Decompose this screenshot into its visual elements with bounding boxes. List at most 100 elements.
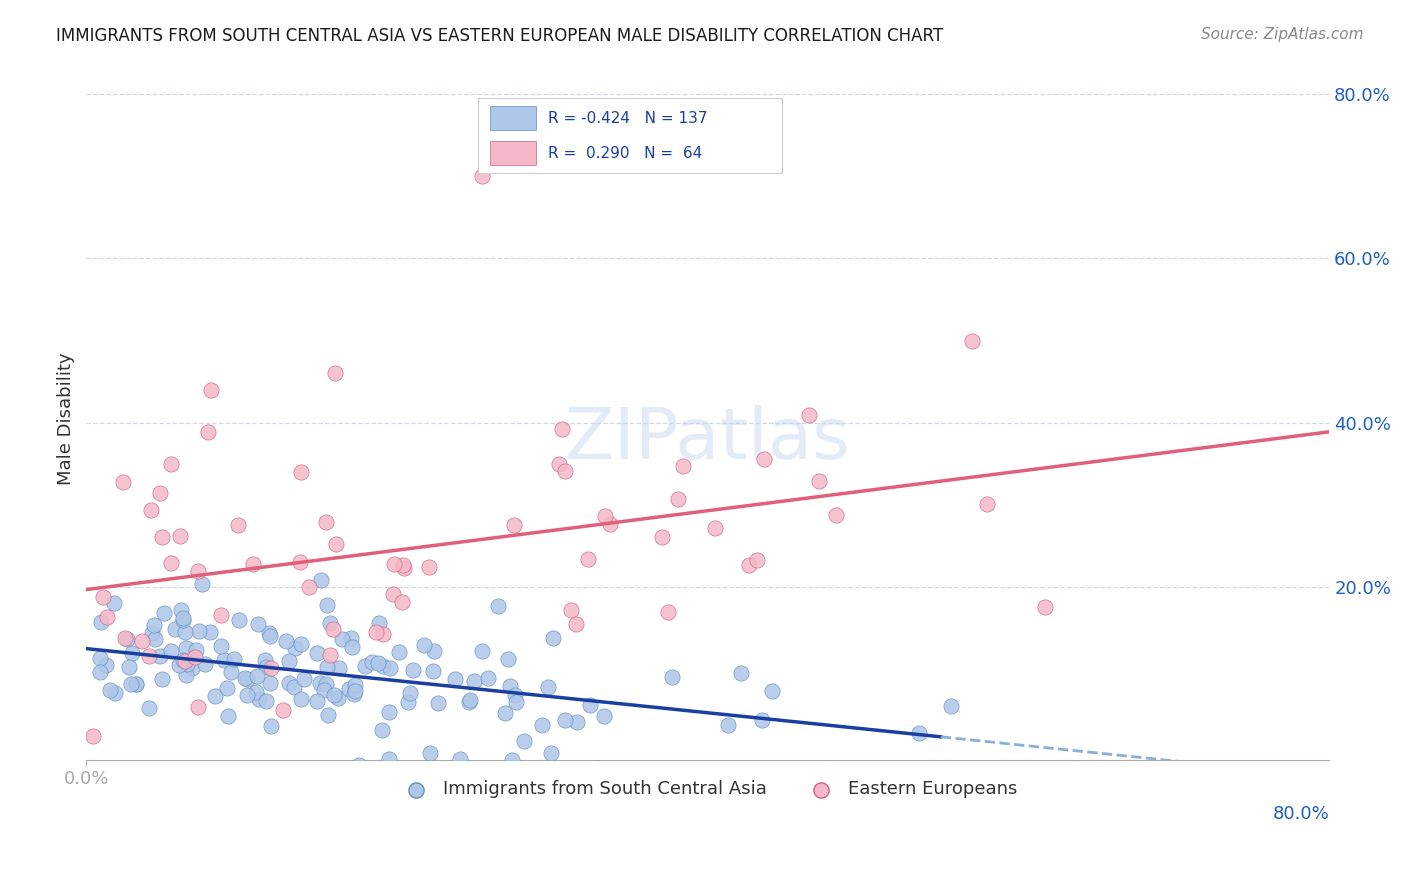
Text: ZIPatlas: ZIPatlas (565, 405, 851, 474)
Point (160, 557, 183, 571)
Point (245, 685, 267, 699)
Point (398, 686, 420, 700)
Point (187, 699, 209, 714)
Point (277, 675, 299, 690)
Point (150, 530, 173, 544)
Point (292, 672, 315, 686)
Point (343, 684, 366, 698)
Point (443, 672, 465, 686)
Point (89, 651, 111, 665)
Point (347, 757, 370, 772)
Point (537, 680, 560, 694)
Point (283, 680, 305, 694)
Point (188, 624, 211, 638)
Point (339, 681, 361, 696)
Point (257, 625, 280, 640)
Point (457, 695, 479, 709)
Point (391, 595, 413, 609)
Point (418, 560, 440, 574)
Point (449, 752, 471, 766)
Point (364, 625, 387, 640)
Point (260, 661, 283, 675)
Point (554, 464, 576, 478)
Point (103, 596, 125, 610)
Legend: Immigrants from South Central Asia, Eastern Europeans: Immigrants from South Central Asia, East… (391, 773, 1025, 805)
Point (371, 659, 394, 673)
Point (160, 457, 183, 471)
Point (315, 598, 337, 612)
Point (120, 677, 142, 691)
Point (371, 723, 394, 737)
Point (704, 521, 727, 535)
Point (169, 529, 191, 543)
Point (391, 558, 413, 572)
Point (169, 658, 191, 673)
Point (530, 718, 553, 732)
Point (228, 613, 250, 627)
Point (326, 691, 349, 706)
Point (471, 644, 494, 658)
Point (378, 705, 401, 719)
Point (471, 169, 494, 183)
Point (427, 696, 450, 710)
Point (82, 729, 104, 743)
Point (939, 698, 962, 713)
Point (150, 672, 173, 686)
Point (204, 690, 226, 704)
Point (319, 648, 342, 662)
Point (316, 708, 339, 723)
Point (118, 660, 141, 674)
Point (209, 639, 232, 653)
Point (651, 530, 673, 544)
Point (401, 663, 423, 677)
Point (382, 557, 405, 571)
Point (592, 708, 614, 723)
Point (494, 706, 516, 721)
Point (160, 643, 183, 657)
Point (322, 688, 344, 702)
Point (554, 713, 576, 727)
Point (548, 457, 571, 471)
Point (226, 517, 249, 532)
Text: 80.0%: 80.0% (1272, 805, 1329, 823)
Point (671, 459, 693, 474)
Point (153, 607, 176, 621)
Point (276, 634, 298, 648)
Point (486, 599, 509, 613)
Point (290, 692, 312, 706)
Point (730, 666, 752, 681)
Point (298, 580, 321, 594)
Point (131, 634, 153, 648)
Point (187, 564, 209, 578)
Point (172, 653, 194, 667)
Point (585, 761, 607, 775)
Point (392, 561, 415, 575)
Point (312, 682, 335, 697)
Point (174, 654, 197, 668)
Point (260, 719, 283, 733)
Point (111, 475, 134, 490)
Point (174, 624, 197, 639)
Point (170, 603, 193, 617)
Point (246, 668, 269, 682)
Point (595, 508, 617, 523)
Point (908, 725, 931, 739)
Text: Source: ZipAtlas.com: Source: ZipAtlas.com (1201, 27, 1364, 42)
Point (423, 644, 446, 658)
Point (143, 632, 166, 647)
Point (340, 631, 363, 645)
Point (315, 515, 337, 529)
Point (121, 646, 143, 660)
Point (197, 425, 219, 439)
Point (367, 615, 389, 630)
Point (115, 632, 138, 646)
Point (541, 631, 564, 645)
Point (354, 659, 377, 673)
Point (198, 624, 221, 639)
Point (422, 664, 444, 678)
Point (290, 637, 312, 651)
Point (579, 698, 602, 712)
Point (200, 383, 222, 397)
Point (242, 557, 264, 571)
Point (745, 553, 768, 567)
